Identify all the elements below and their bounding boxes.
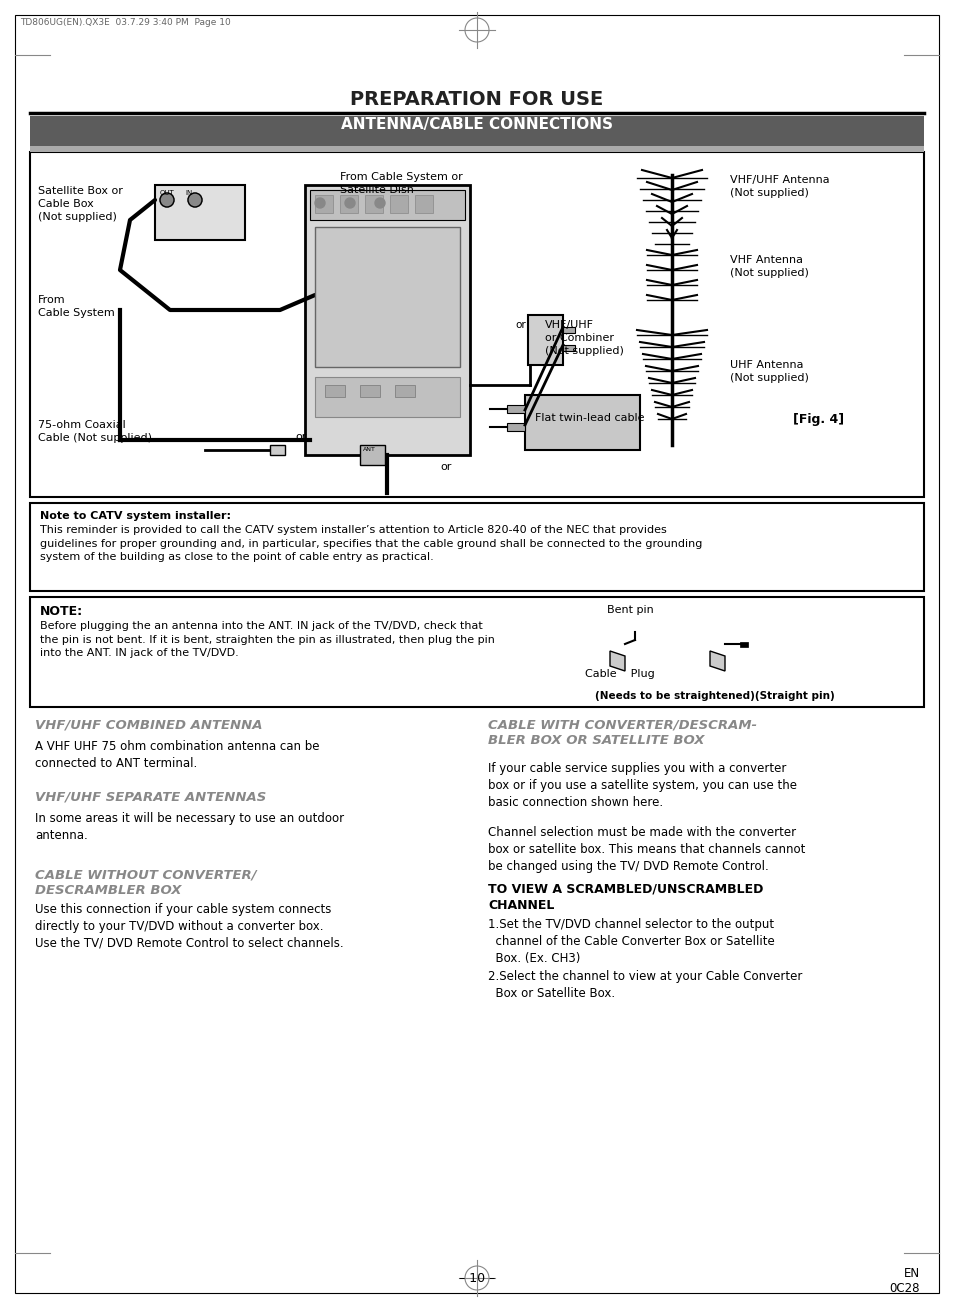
Bar: [30, 504, 923, 591]
Bar: [562, 327, 575, 334]
Text: In some areas it will be necessary to use an outdoor
antenna.: In some areas it will be necessary to us…: [35, 812, 344, 842]
Text: From Cable System or
Satellite Dish: From Cable System or Satellite Dish: [339, 171, 462, 195]
Text: VHF Antenna
(Not supplied): VHF Antenna (Not supplied): [729, 255, 808, 277]
Bar: [506, 405, 524, 413]
Text: This reminder is provided to call the CATV system installer’s attention to Artic: This reminder is provided to call the CA…: [40, 525, 701, 562]
Text: – 10 –: – 10 –: [458, 1271, 495, 1284]
Bar: [527, 315, 562, 365]
Bar: [506, 422, 524, 432]
Bar: [415, 195, 433, 213]
Text: CABLE WITH CONVERTER/DESCRAM-
BLER BOX OR SATELLITE BOX: CABLE WITH CONVERTER/DESCRAM- BLER BOX O…: [488, 718, 757, 747]
Bar: [154, 184, 245, 239]
Bar: [270, 445, 285, 455]
Text: [Fig. 4]: [Fig. 4]: [792, 413, 843, 426]
Circle shape: [314, 198, 325, 208]
Bar: [562, 345, 575, 351]
Text: VHF/UHF COMBINED ANTENNA: VHF/UHF COMBINED ANTENNA: [35, 718, 262, 731]
Text: NOTE:: NOTE:: [40, 606, 83, 617]
Text: OUT: OUT: [160, 190, 174, 196]
Circle shape: [188, 194, 202, 207]
Bar: [339, 195, 357, 213]
Text: VHF/UHF
or Combiner
(Not supplied): VHF/UHF or Combiner (Not supplied): [544, 320, 623, 356]
Text: VHF/UHF SEPARATE ANTENNAS: VHF/UHF SEPARATE ANTENNAS: [35, 790, 266, 803]
Text: 1.Set the TV/DVD channel selector to the output
  channel of the Cable Converter: 1.Set the TV/DVD channel selector to the…: [488, 918, 774, 965]
Text: TD806UG(EN).QX3E  03.7.29 3:40 PM  Page 10: TD806UG(EN).QX3E 03.7.29 3:40 PM Page 10: [20, 18, 231, 27]
Text: ANT: ANT: [363, 447, 375, 453]
Text: ANTENNA/CABLE CONNECTIONS: ANTENNA/CABLE CONNECTIONS: [340, 116, 613, 132]
Text: Satellite Box or
Cable Box
(Not supplied): Satellite Box or Cable Box (Not supplied…: [38, 186, 123, 221]
Text: or: or: [439, 462, 451, 472]
Text: 2.Select the channel to view at your Cable Converter
  Box or Satellite Box.: 2.Select the channel to view at your Cab…: [488, 971, 801, 1001]
Bar: [30, 152, 923, 497]
Text: VHF/UHF Antenna
(Not supplied): VHF/UHF Antenna (Not supplied): [729, 175, 829, 198]
Bar: [30, 116, 923, 146]
Bar: [314, 228, 459, 368]
Polygon shape: [609, 651, 624, 671]
Text: or: or: [294, 432, 306, 442]
Bar: [30, 596, 923, 708]
Bar: [359, 385, 379, 398]
Bar: [305, 184, 470, 455]
Polygon shape: [709, 651, 724, 671]
Bar: [30, 146, 923, 152]
Text: Channel selection must be made with the converter
box or satellite box. This mea: Channel selection must be made with the …: [488, 825, 804, 872]
Text: IN: IN: [185, 190, 193, 196]
Bar: [359, 445, 385, 466]
Circle shape: [345, 198, 355, 208]
Circle shape: [375, 198, 385, 208]
Bar: [390, 195, 408, 213]
Bar: [524, 395, 639, 450]
Text: Flat twin-lead cable: Flat twin-lead cable: [535, 413, 644, 422]
Bar: [310, 190, 464, 220]
Text: Cable    Plug: Cable Plug: [584, 668, 654, 679]
Text: If your cable service supplies you with a converter
box or if you use a satellit: If your cable service supplies you with …: [488, 763, 796, 810]
Text: From
Cable System: From Cable System: [38, 296, 114, 318]
Text: (Needs to be straightened)(Straight pin): (Needs to be straightened)(Straight pin): [595, 691, 834, 701]
Bar: [325, 385, 345, 398]
Text: UHF Antenna
(Not supplied): UHF Antenna (Not supplied): [729, 360, 808, 383]
Text: 75-ohm Coaxial
Cable (Not supplied): 75-ohm Coaxial Cable (Not supplied): [38, 420, 152, 443]
Bar: [395, 385, 415, 398]
Text: EN
0C28: EN 0C28: [888, 1267, 919, 1295]
Bar: [314, 195, 333, 213]
Text: Note to CATV system installer:: Note to CATV system installer:: [40, 511, 231, 521]
Circle shape: [160, 194, 173, 207]
Bar: [740, 642, 747, 647]
Text: CABLE WITHOUT CONVERTER/
DESCRAMBLER BOX: CABLE WITHOUT CONVERTER/ DESCRAMBLER BOX: [35, 869, 256, 897]
Text: PREPARATION FOR USE: PREPARATION FOR USE: [350, 90, 603, 109]
Text: Use this connection if your cable system connects
directly to your TV/DVD withou: Use this connection if your cable system…: [35, 903, 343, 950]
Text: TO VIEW A SCRAMBLED/UNSCRAMBLED
CHANNEL: TO VIEW A SCRAMBLED/UNSCRAMBLED CHANNEL: [488, 883, 762, 912]
Bar: [365, 195, 382, 213]
Text: A VHF UHF 75 ohm combination antenna can be
connected to ANT terminal.: A VHF UHF 75 ohm combination antenna can…: [35, 740, 319, 770]
Text: Bent pin: Bent pin: [606, 606, 653, 615]
Text: Before plugging the an antenna into the ANT. IN jack of the TV/DVD, check that
t: Before plugging the an antenna into the …: [40, 621, 495, 658]
Text: or: or: [515, 320, 525, 330]
Bar: [314, 377, 459, 417]
